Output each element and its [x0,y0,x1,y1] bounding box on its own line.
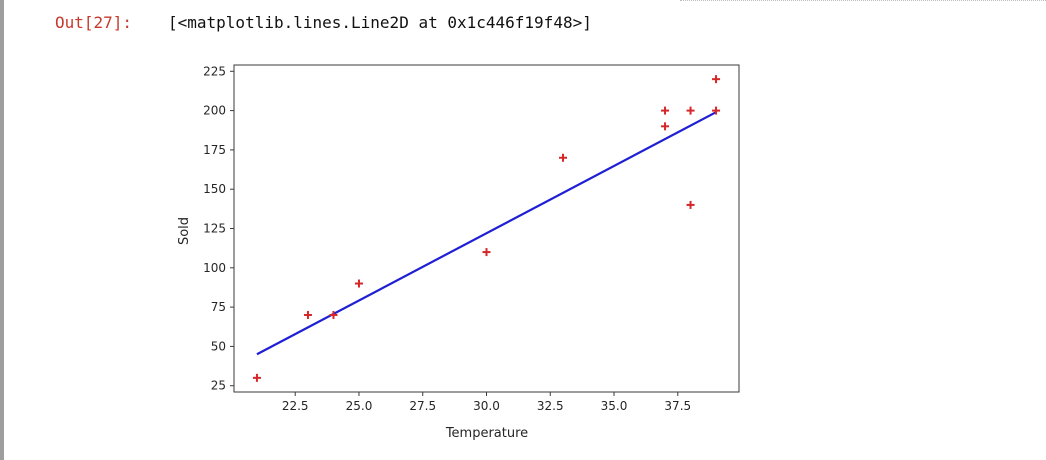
cell-separator [680,0,1046,1]
y-tick-label: 200 [203,104,226,118]
output-text: [<matplotlib.lines.Line2D at 0x1c446f19f… [168,13,592,32]
data-point [712,106,721,115]
y-tick-label: 25 [211,379,226,393]
x-tick-label: 27.5 [409,399,436,413]
data-point [303,310,312,319]
x-tick-label: 35.0 [601,399,628,413]
data-point [354,279,363,288]
y-tick-label: 150 [203,182,226,196]
data-point [712,75,721,84]
y-tick-label: 225 [203,64,226,78]
x-axis: 22.5 25.0 27.5 30.0 32.5 35.0 37.5 [282,392,691,413]
cell-left-border [0,0,4,460]
data-point [482,248,491,257]
y-tick-label: 175 [203,143,226,157]
y-tick-label: 75 [211,300,226,314]
y-tick-label: 50 [211,339,226,353]
y-axis-label: Sold [177,217,192,245]
y-tick-label: 100 [203,261,226,275]
plot-area [233,64,740,393]
data-point [661,106,670,115]
data-point [252,373,261,382]
x-tick-label: 25.0 [346,399,373,413]
x-tick-label: 32.5 [537,399,564,413]
y-tick-label: 125 [203,222,226,236]
data-point [559,153,568,162]
data-point [329,310,338,319]
data-point [661,122,670,131]
y-axis: 25 50 75 100 125 150 175 200 225 [203,64,234,393]
data-points [252,75,721,382]
output-prompt: Out[27]: [55,13,133,32]
data-point [686,106,695,115]
data-point [686,200,695,209]
x-axis-label: Temperature [445,426,528,441]
x-tick-label: 37.5 [664,399,691,413]
x-tick-label: 30.0 [473,399,500,413]
x-tick-label: 22.5 [282,399,309,413]
